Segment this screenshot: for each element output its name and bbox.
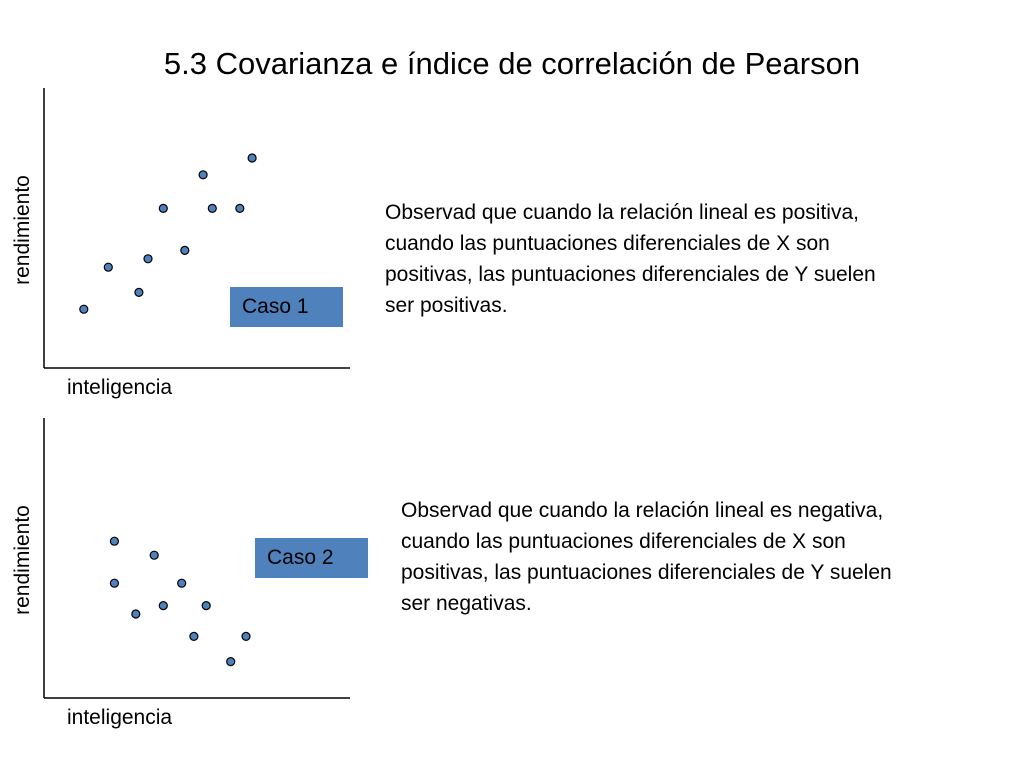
scatter-point-3 <box>134 287 144 297</box>
scatter-point-7 <box>198 170 208 180</box>
scatter-point-1 <box>109 536 120 546</box>
caso-label-box: Caso 1 <box>230 287 343 327</box>
scatter-point-2 <box>103 262 113 272</box>
scatter-point-5 <box>158 601 168 611</box>
scatter-plot-caso-2: rendimiento inteligencia Caso 2 Observad… <box>0 410 1024 740</box>
y-axis-label: rendimiento <box>11 505 35 615</box>
scatter-points <box>109 536 251 667</box>
scatter-chart-caso-1 <box>43 88 350 369</box>
explanation-text: Observad que cuando la relación lineal e… <box>385 197 945 321</box>
scatter-chart-caso-2 <box>43 418 350 699</box>
scatter-point-2 <box>109 578 120 588</box>
explanation-line: ser negativas. <box>401 592 532 615</box>
explanation-text: Observad que cuando la relación lineal e… <box>401 495 961 619</box>
scatter-point-6 <box>177 578 187 588</box>
scatter-point-3 <box>131 609 141 619</box>
explanation-line: positivas, las puntuaciones diferenciale… <box>385 263 876 286</box>
explanation-line: ser positivas. <box>385 294 508 317</box>
scatter-point-5 <box>158 203 168 213</box>
scatter-point-6 <box>180 245 190 255</box>
x-axis-label: inteligencia <box>67 706 173 729</box>
explanation-line: Observad que cuando la relación lineal e… <box>385 201 859 224</box>
explanation-line: Observad que cuando la relación lineal e… <box>401 499 884 522</box>
scatter-plot-caso-1: rendimiento inteligencia Caso 1 Observad… <box>0 80 1024 410</box>
y-axis-label: rendimiento <box>11 175 35 285</box>
scatter-point-10 <box>241 631 251 641</box>
scatter-point-9 <box>226 657 236 667</box>
y-axis-label-wrap: rendimiento <box>8 100 38 360</box>
scatter-point-10 <box>247 153 257 163</box>
scatter-point-7 <box>189 631 199 641</box>
scatter-point-8 <box>201 601 211 611</box>
scatter-point-9 <box>235 203 245 213</box>
explanation-line: cuando las puntuaciones diferenciales de… <box>401 530 846 553</box>
scatter-point-4 <box>143 254 153 264</box>
x-axis-label: inteligencia <box>67 376 173 399</box>
scatter-point-4 <box>149 550 159 560</box>
scatter-points <box>79 153 257 314</box>
page-title: 5.3 Covarianza e índice de correlación d… <box>163 46 861 81</box>
explanation-line: cuando las puntuaciones diferenciales de… <box>385 232 830 255</box>
scatter-point-8 <box>207 203 217 213</box>
y-axis-label-wrap: rendimiento <box>8 430 38 690</box>
scatter-point-1 <box>79 304 89 314</box>
caso-label-box: Caso 2 <box>255 538 368 578</box>
explanation-line: positivas, las puntuaciones diferenciale… <box>401 561 892 584</box>
